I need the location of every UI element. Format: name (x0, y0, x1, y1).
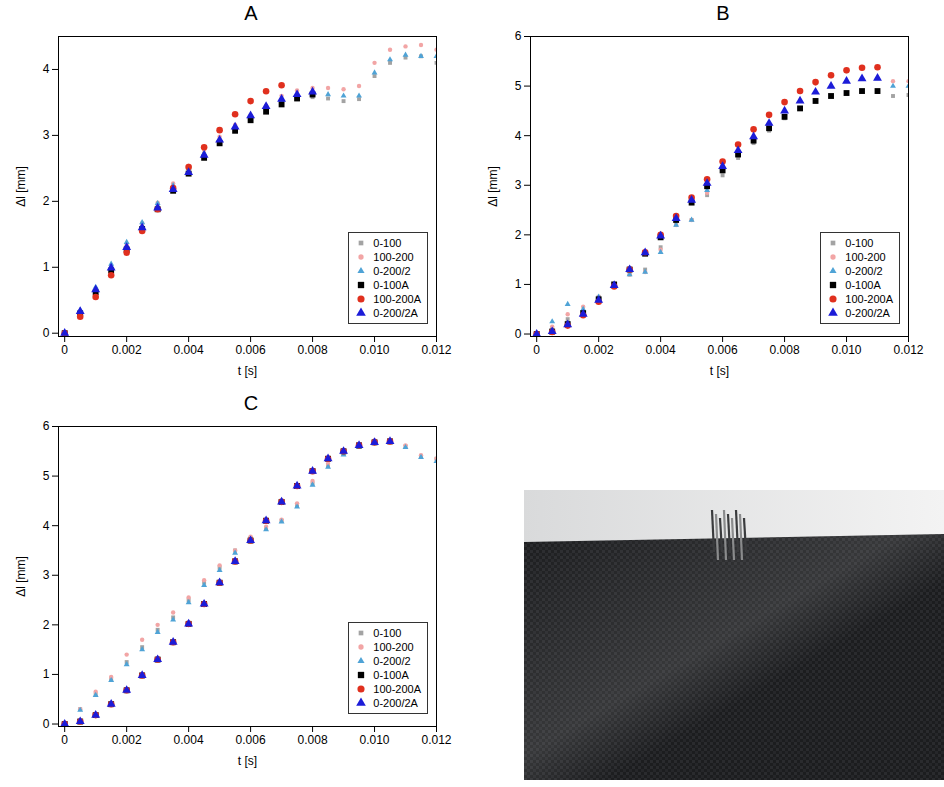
svg-text:4: 4 (515, 129, 522, 143)
svg-text:0.004: 0.004 (646, 343, 676, 357)
svg-text:0.008: 0.008 (298, 733, 328, 747)
svg-text:5: 5 (43, 469, 50, 483)
svg-text:0.010: 0.010 (832, 343, 862, 357)
svg-text:0.002: 0.002 (112, 343, 142, 357)
svg-text:1: 1 (43, 260, 50, 274)
html-text:0-200/2A: 0-200/2A (373, 307, 418, 319)
html-text:100-200A: 100-200A (373, 683, 421, 695)
svg-text:4: 4 (43, 62, 50, 76)
svg-text:0.008: 0.008 (770, 343, 800, 357)
html-text:100-200: 100-200 (373, 251, 414, 263)
svg-text:0.002: 0.002 (112, 733, 142, 747)
html-text:0-200/2: 0-200/2 (845, 265, 883, 277)
html-text:B: B (716, 2, 730, 24)
svg-text:0.010: 0.010 (360, 733, 390, 747)
svg-text:Δl [mm]: Δl [mm] (14, 556, 28, 597)
svg-text:3: 3 (43, 568, 50, 582)
svg-text:0.006: 0.006 (708, 343, 738, 357)
svg-text:2: 2 (515, 228, 522, 242)
svg-text:0.006: 0.006 (236, 343, 266, 357)
html-text:100-200A: 100-200A (845, 293, 893, 305)
svg-text:0.004: 0.004 (174, 733, 204, 747)
svg-text:6: 6 (515, 29, 522, 43)
svg-text:0.008: 0.008 (298, 343, 328, 357)
svg-text:3: 3 (43, 128, 50, 142)
svg-text:0.004: 0.004 (174, 343, 204, 357)
svg-text:0: 0 (61, 733, 68, 747)
html-text:0-100A: 0-100A (373, 669, 409, 681)
svg-text:4: 4 (43, 519, 50, 533)
svg-text:2: 2 (43, 194, 50, 208)
svg-text:0: 0 (533, 343, 540, 357)
svg-text:0: 0 (43, 717, 50, 731)
html-text:C: C (243, 392, 259, 414)
svg-text:0.012: 0.012 (421, 343, 451, 357)
html-text:0-200/2A: 0-200/2A (845, 307, 890, 319)
html-text:0-100: 0-100 (373, 627, 402, 639)
html-text:0-200/2: 0-200/2 (373, 265, 411, 277)
svg-text:t [s]: t [s] (238, 364, 257, 378)
html-text:100-200: 100-200 (373, 641, 414, 653)
html-text:100-200: 100-200 (845, 251, 886, 263)
html-text:0-200/2A: 0-200/2A (373, 697, 418, 709)
html-text:0-100A: 0-100A (373, 279, 409, 291)
svg-text:0.012: 0.012 (893, 343, 923, 357)
html-text:0-100: 0-100 (845, 237, 874, 249)
html-text:A: A (244, 2, 258, 24)
svg-text:t [s]: t [s] (710, 364, 729, 378)
html-text:100-200A: 100-200A (373, 293, 421, 305)
svg-text:6: 6 (43, 419, 50, 433)
svg-text:1: 1 (43, 667, 50, 681)
html-text:0-200/2: 0-200/2 (373, 655, 411, 667)
svg-text:1: 1 (515, 277, 522, 291)
svg-text:Δl [mm]: Δl [mm] (14, 166, 28, 207)
html-text:0-100: 0-100 (373, 237, 402, 249)
svg-text:5: 5 (515, 79, 522, 93)
svg-text:0: 0 (61, 343, 68, 357)
html-text:0-100A: 0-100A (845, 279, 881, 291)
svg-text:0.010: 0.010 (360, 343, 390, 357)
svg-text:0.002: 0.002 (584, 343, 614, 357)
svg-text:3: 3 (515, 178, 522, 192)
svg-text:Δl [mm]: Δl [mm] (486, 166, 500, 207)
svg-text:2: 2 (43, 618, 50, 632)
svg-text:0: 0 (43, 326, 50, 340)
svg-text:t [s]: t [s] (238, 754, 257, 768)
svg-text:0.012: 0.012 (421, 733, 451, 747)
svg-text:0.006: 0.006 (236, 733, 266, 747)
svg-text:0: 0 (515, 327, 522, 341)
